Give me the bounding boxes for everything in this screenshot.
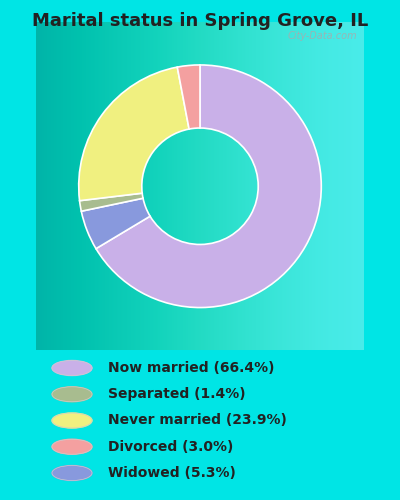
Text: Now married (66.4%): Now married (66.4%): [108, 361, 274, 375]
Wedge shape: [79, 67, 189, 200]
Wedge shape: [177, 65, 200, 129]
Text: Widowed (5.3%): Widowed (5.3%): [108, 466, 236, 480]
Wedge shape: [81, 198, 150, 248]
Circle shape: [52, 360, 92, 376]
Circle shape: [52, 439, 92, 454]
Circle shape: [52, 413, 92, 428]
Wedge shape: [96, 65, 321, 308]
Text: Marital status in Spring Grove, IL: Marital status in Spring Grove, IL: [32, 12, 368, 30]
Text: Separated (1.4%): Separated (1.4%): [108, 387, 246, 401]
Text: Never married (23.9%): Never married (23.9%): [108, 414, 287, 428]
Circle shape: [52, 466, 92, 480]
Text: Divorced (3.0%): Divorced (3.0%): [108, 440, 233, 454]
Wedge shape: [80, 193, 143, 211]
Circle shape: [52, 387, 92, 402]
Text: City-Data.com: City-Data.com: [288, 31, 358, 41]
